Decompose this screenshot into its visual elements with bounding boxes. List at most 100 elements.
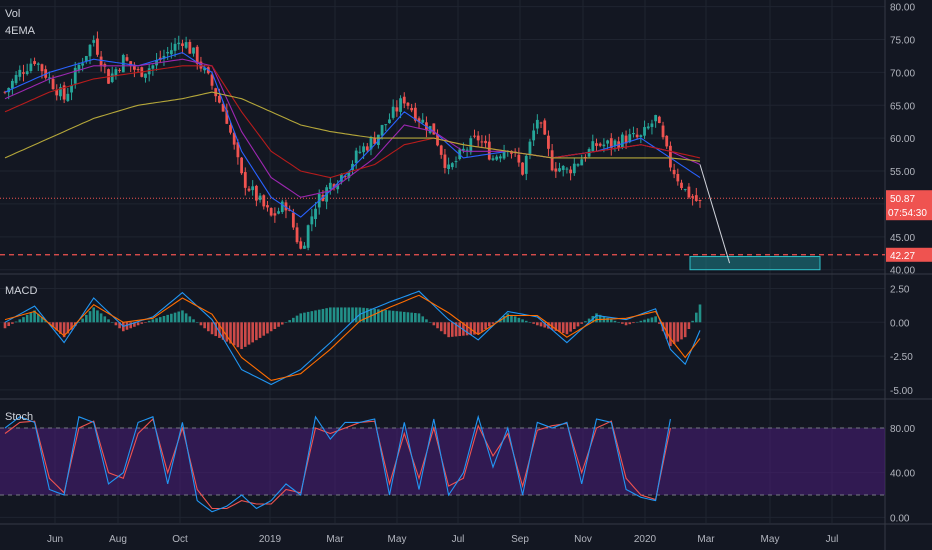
- candle: [694, 195, 698, 201]
- macd-histogram-bar: [118, 322, 121, 329]
- candle: [436, 134, 439, 146]
- price-pane[interactable]: [0, 31, 885, 271]
- candle: [476, 135, 480, 141]
- candle: [136, 69, 140, 71]
- time-tick-label: Jun: [47, 534, 63, 545]
- macd-histogram-bar: [669, 322, 672, 347]
- candle: [680, 182, 683, 189]
- candle: [295, 227, 299, 243]
- candle: [639, 135, 643, 137]
- macd-histogram-bar: [598, 314, 602, 323]
- candle: [635, 134, 639, 138]
- macd-histogram-bar: [617, 322, 620, 323]
- macd-histogram-bar: [151, 319, 155, 323]
- macd-histogram-bar: [266, 322, 269, 334]
- candle: [465, 149, 469, 151]
- candle: [70, 85, 73, 93]
- macd-histogram-bar: [506, 313, 510, 323]
- macd-histogram-bar: [388, 310, 391, 323]
- candle: [624, 135, 628, 144]
- candle: [388, 119, 391, 124]
- candle: [59, 87, 62, 97]
- macd-label: MACD: [5, 285, 37, 297]
- time-tick-label: May: [388, 534, 407, 545]
- countdown-label: 07:54:30: [888, 208, 927, 219]
- macd-histogram-bar: [432, 322, 436, 326]
- candle: [306, 225, 310, 248]
- macd-histogram-bar: [695, 312, 698, 323]
- macd-histogram-bar: [580, 322, 584, 324]
- macd-histogram-bar: [502, 315, 506, 323]
- macd-histogram-bar: [365, 308, 369, 323]
- candle: [254, 185, 258, 201]
- candle: [258, 195, 262, 201]
- candle: [646, 126, 650, 129]
- target-zone-box: [689, 256, 821, 271]
- time-tick-label: May: [761, 534, 780, 545]
- candle: [502, 150, 506, 159]
- macd-histogram-bar: [258, 322, 262, 338]
- macd-histogram-bar: [458, 322, 462, 337]
- macd-histogram-bar: [513, 316, 517, 323]
- price-tick-label: 75.00: [890, 35, 915, 46]
- macd-histogram-bar: [14, 321, 18, 323]
- candle: [340, 173, 343, 182]
- candle: [114, 69, 118, 76]
- macd-histogram-bar: [22, 317, 25, 323]
- candle: [36, 63, 40, 65]
- stoch-k-line: [4, 414, 671, 513]
- candle: [443, 154, 447, 168]
- macd-histogram-bar: [417, 313, 421, 323]
- macd-histogram-bar: [414, 313, 417, 323]
- macd-histogram-bar: [44, 320, 47, 323]
- macd-histogram-bar: [362, 307, 365, 323]
- candle: [18, 69, 22, 77]
- macd-histogram-bar: [99, 313, 103, 323]
- macd-histogram-bar: [473, 322, 476, 335]
- macd-histogram-bar: [402, 311, 406, 323]
- candle: [125, 57, 129, 61]
- macd-histogram-bar: [484, 322, 487, 329]
- macd-histogram-bar: [55, 322, 59, 331]
- macd-histogram-bar: [158, 317, 162, 323]
- macd-histogram-bar: [439, 322, 443, 332]
- candle: [288, 209, 292, 211]
- macd-histogram-bar: [325, 308, 328, 323]
- macd-pane[interactable]: [3, 290, 702, 386]
- macd-histogram-bar: [336, 307, 340, 323]
- candle: [29, 63, 33, 72]
- candle: [332, 184, 336, 188]
- candle: [591, 141, 595, 152]
- macd-histogram-bar: [332, 307, 336, 323]
- stoch-tick-label: 40.00: [890, 469, 915, 480]
- candle: [181, 43, 184, 46]
- candle: [88, 44, 92, 57]
- macd-histogram-bar: [288, 320, 291, 323]
- candle: [417, 118, 421, 123]
- macd-histogram-bar: [587, 318, 591, 323]
- candle: [273, 213, 277, 216]
- candle: [395, 107, 399, 112]
- candle: [151, 65, 155, 69]
- support-badge: [886, 247, 932, 262]
- macd-histogram-bar: [184, 313, 188, 323]
- macd-histogram-bar: [310, 311, 314, 323]
- candle: [314, 208, 317, 220]
- candle: [354, 150, 358, 163]
- macd-histogram-bar: [33, 310, 36, 323]
- candle: [169, 50, 173, 55]
- stoch-pane[interactable]: [0, 414, 885, 513]
- macd-histogram-bar: [232, 322, 236, 346]
- macd-histogram-bar: [277, 322, 280, 327]
- macd-histogram-bar: [683, 322, 687, 338]
- candle: [399, 98, 402, 112]
- macd-histogram-bar: [3, 322, 7, 329]
- macd-histogram-bar: [654, 316, 657, 323]
- macd-histogram-bar: [188, 316, 192, 323]
- macd-tick-label: -5.00: [890, 386, 913, 397]
- candle: [92, 40, 96, 43]
- candle: [247, 188, 251, 191]
- support-label: 42.27: [890, 251, 915, 262]
- candle: [303, 245, 306, 249]
